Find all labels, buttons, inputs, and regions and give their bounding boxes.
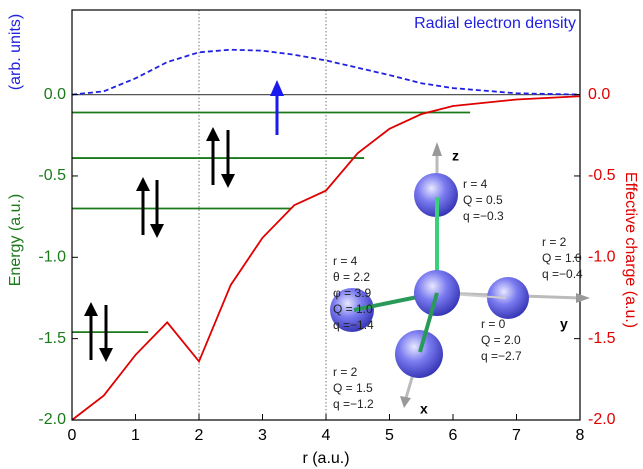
spin-arrows	[84, 80, 284, 362]
y-tick-label: -2.0	[38, 411, 66, 428]
axis-letter: z	[452, 148, 459, 164]
annotation: q =−0.3	[463, 209, 504, 223]
annotation: r = 2	[542, 235, 567, 249]
annotation: r = 4	[333, 254, 358, 268]
annotation: φ = 3.9	[333, 286, 371, 300]
y-tick-label: 0.0	[44, 86, 66, 103]
x-tick-label: 0	[68, 427, 77, 444]
x-tick-label: 4	[322, 427, 331, 444]
y2-tick-label: -1.0	[588, 249, 616, 266]
annotation: Q = 1.0	[333, 302, 373, 316]
y-tick-label: -0.5	[38, 167, 66, 184]
y2-axis-label: Effective charge (a.u.)	[622, 172, 639, 328]
annotation: r = 0	[481, 317, 506, 331]
annotation: r = 2	[333, 365, 358, 379]
y-axis-label: Energy (a.u.)	[7, 194, 24, 286]
annotation: θ = 2.2	[333, 270, 370, 284]
annotation: Q = 1.5	[333, 381, 373, 395]
x-tick-label: 3	[258, 427, 267, 444]
annotation: q =−1.4	[333, 318, 374, 332]
x-tick-label: 6	[449, 427, 458, 444]
x-tick-label: 5	[385, 427, 394, 444]
x-tick-label: 2	[195, 427, 204, 444]
annotation: q =−1.2	[333, 397, 374, 411]
annotation: Q = 2.0	[481, 333, 521, 347]
y-axis-label-upper: (arb. units)	[7, 14, 24, 90]
y2-tick-label: 0.0	[588, 86, 610, 103]
x-tick-label: 7	[512, 427, 521, 444]
annotation: Q = 1.0	[542, 251, 582, 265]
annotation: r = 4	[463, 177, 488, 191]
axis-letter: x	[420, 401, 428, 417]
x-axis-label: r (a.u.)	[302, 450, 349, 467]
axis-letter: y	[560, 316, 568, 332]
y2-tick-label: -0.5	[588, 167, 616, 184]
series-label: Radial electron density	[414, 15, 576, 32]
x-tick-label: 8	[576, 427, 585, 444]
x-tick-label: 1	[131, 427, 140, 444]
chart: 012345678-2.0-1.5-1.0-0.50.0-2.0-1.5-1.0…	[0, 0, 643, 469]
annotation: Q = 0.5	[463, 193, 503, 207]
y-tick-label: -1.5	[38, 330, 66, 347]
y2-tick-label: -2.0	[588, 411, 616, 428]
annotation: q =−0.4	[542, 267, 583, 281]
annotation: q =−2.7	[481, 349, 522, 363]
y-tick-label: -1.0	[38, 249, 66, 266]
y2-tick-label: -1.5	[588, 330, 616, 347]
